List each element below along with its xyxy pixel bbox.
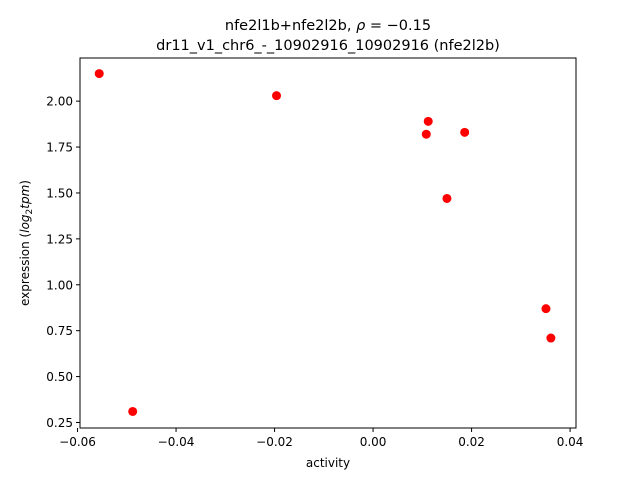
data-point bbox=[460, 127, 470, 137]
y-axis-ticks: 0.25 0.50 0.75 1.00 1.25 1.50 1.75 2.00 bbox=[46, 95, 80, 430]
y-tick-label: 1.75 bbox=[46, 141, 73, 155]
y-tick-label: 2.00 bbox=[46, 95, 73, 109]
y-tick-label: 0.25 bbox=[46, 416, 73, 430]
x-tick-label: −0.06 bbox=[59, 435, 96, 449]
chart-title: nfe2l1b+nfe2l2b, ρ = −0.15 bbox=[225, 18, 431, 34]
data-point bbox=[541, 304, 551, 314]
data-point bbox=[423, 116, 433, 126]
data-point bbox=[272, 91, 282, 101]
data-points bbox=[94, 69, 556, 416]
data-point bbox=[442, 193, 452, 203]
data-point bbox=[546, 333, 556, 343]
data-point bbox=[421, 129, 431, 139]
x-tick-label: −0.02 bbox=[256, 435, 293, 449]
y-tick-label: 1.25 bbox=[46, 232, 73, 246]
plot-area bbox=[79, 57, 577, 429]
data-point bbox=[128, 406, 138, 416]
x-axis-ticks: −0.06 −0.04 −0.02 0.00 0.02 0.04 bbox=[59, 428, 583, 449]
y-tick-label: 1.50 bbox=[46, 186, 73, 200]
data-point bbox=[94, 69, 104, 79]
x-tick-label: 0.04 bbox=[557, 435, 584, 449]
y-axis-label: expression (log2tpm) bbox=[18, 180, 35, 306]
y-tick-label: 0.75 bbox=[46, 324, 73, 338]
x-tick-label: 0.00 bbox=[360, 435, 387, 449]
y-tick-label: 1.00 bbox=[46, 278, 73, 292]
x-tick-label: −0.04 bbox=[158, 435, 195, 449]
y-tick-label: 0.50 bbox=[46, 370, 73, 384]
chart-subtitle: dr11_v1_chr6_-_10902916_10902916 (nfe2l2… bbox=[156, 38, 500, 54]
x-tick-label: 0.02 bbox=[458, 435, 485, 449]
x-axis-label: activity bbox=[306, 456, 350, 470]
